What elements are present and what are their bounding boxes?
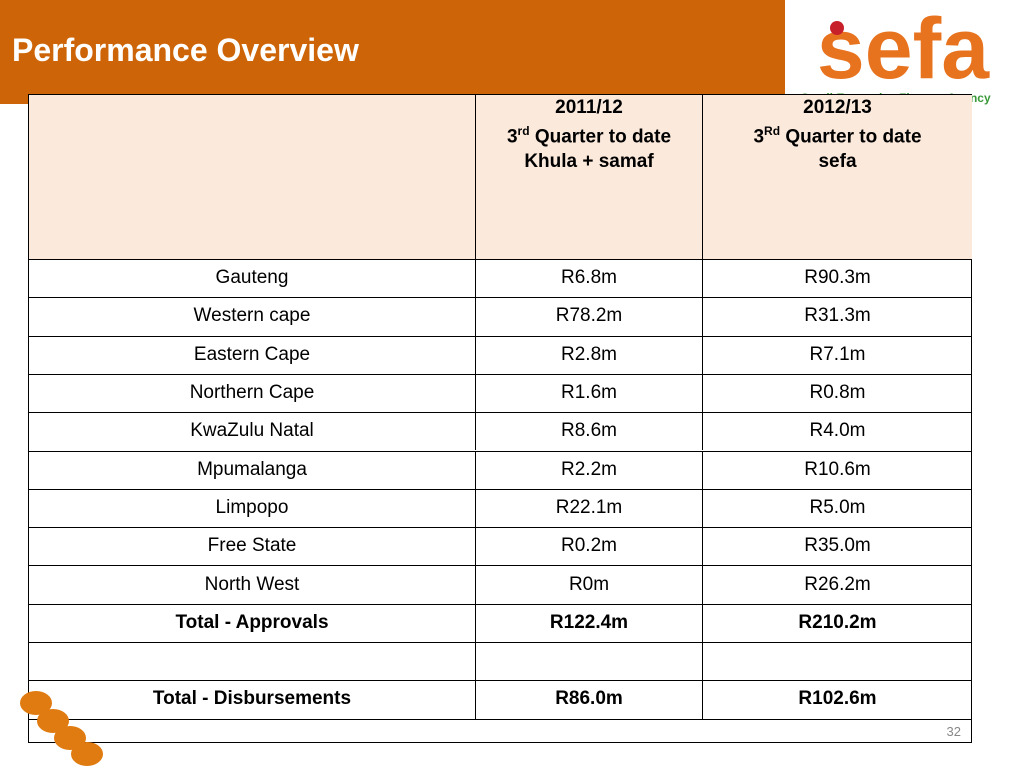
- logo-brand: sefa: [817, 1, 990, 97]
- ordinal-suffix: Rd: [764, 124, 781, 138]
- header-period: 3Rd Quarter to date: [703, 124, 972, 148]
- row-border: [29, 680, 971, 682]
- row-border: [29, 603, 971, 605]
- table-cell: R2.8m: [476, 335, 703, 374]
- table-cell: Western cape: [29, 297, 476, 336]
- row-border: [29, 527, 971, 529]
- row-border: [29, 450, 971, 452]
- table-cell: R102.6m: [798, 688, 877, 710]
- row-border: [29, 488, 971, 490]
- table-cell: Northern Cape: [29, 373, 476, 413]
- table-cell: R1.6m: [476, 373, 703, 413]
- ordinal-suffix: rd: [517, 124, 530, 138]
- row-border: [29, 373, 971, 375]
- table-cell: Mpumalanga: [29, 450, 476, 489]
- row-border: [29, 642, 971, 643]
- table-cell: North West: [29, 565, 476, 604]
- header-period: 3rd Quarter to date: [476, 124, 702, 148]
- table-cell: R0m: [476, 565, 703, 604]
- ordinal-number: 3: [506, 126, 518, 148]
- table-cell: R35.0m: [804, 535, 871, 557]
- table-cell: R210.2m: [798, 611, 877, 633]
- header-year: 2011/12: [555, 97, 623, 118]
- table-cell: R0.2m: [476, 527, 703, 566]
- table-cell: R5.0m: [809, 496, 866, 518]
- table-cell: Eastern Cape: [29, 335, 476, 374]
- row-border: [29, 335, 971, 337]
- table-cell: Total - Approvals: [29, 603, 476, 642]
- table-cell: R0.8m: [809, 382, 866, 404]
- table-cell: R4.0m: [809, 420, 866, 442]
- table-cell: R31.3m: [804, 305, 871, 327]
- table-cell: Total - Disbursements: [29, 680, 476, 719]
- title-bar: [0, 0, 785, 104]
- table-cell: [29, 642, 476, 681]
- table-cell: R7.1m: [809, 343, 866, 365]
- header-entity: Khula + samaf: [524, 151, 654, 172]
- header-cell: 2012/13 3Rd Quarter to date sefa: [703, 95, 972, 259]
- table-cell: R6.8m: [476, 259, 703, 298]
- row-border: [29, 718, 971, 720]
- table-cell: R26.2m: [804, 573, 871, 595]
- page-number: 32: [946, 723, 961, 739]
- row-border: [29, 565, 971, 567]
- table-cell: R22.1m: [476, 488, 703, 528]
- table: 2011/12 3rd Quarter to date Khula + samaf 2…: [28, 94, 972, 743]
- row-border: [29, 297, 971, 299]
- table-cell: R2.2m: [476, 450, 703, 489]
- slide-title: Performance Overview: [12, 32, 359, 68]
- table-cell: [703, 642, 972, 680]
- table-cell: R10.6m: [804, 458, 871, 480]
- table-cell: R86.0m: [476, 680, 703, 719]
- table-cell: R8.6m: [476, 412, 703, 451]
- header-entity: sefa: [818, 151, 857, 172]
- table-cell: R90.3m: [804, 267, 871, 289]
- header-cell: 2011/12 3rd Quarter to date Khula + samaf: [476, 95, 703, 259]
- period: Quarter to date: [785, 126, 922, 148]
- row-border: [29, 259, 971, 260]
- logo-dot: [830, 21, 844, 35]
- table-cell: Gauteng: [29, 259, 476, 298]
- period: Quarter to date: [534, 126, 672, 148]
- table-cell: Free State: [29, 527, 476, 566]
- ordinal-number: 3: [753, 126, 765, 148]
- header-cell: [29, 95, 476, 259]
- table-cell: Limpopo: [29, 488, 476, 528]
- header-year: 2012/13: [803, 97, 872, 118]
- decoration: [20, 691, 103, 766]
- row-border: [29, 412, 971, 414]
- table-cell: [476, 642, 703, 681]
- table-cell: R78.2m: [476, 297, 703, 336]
- table-cell: R122.4m: [476, 603, 703, 642]
- table-cell: KwaZulu Natal: [29, 412, 476, 451]
